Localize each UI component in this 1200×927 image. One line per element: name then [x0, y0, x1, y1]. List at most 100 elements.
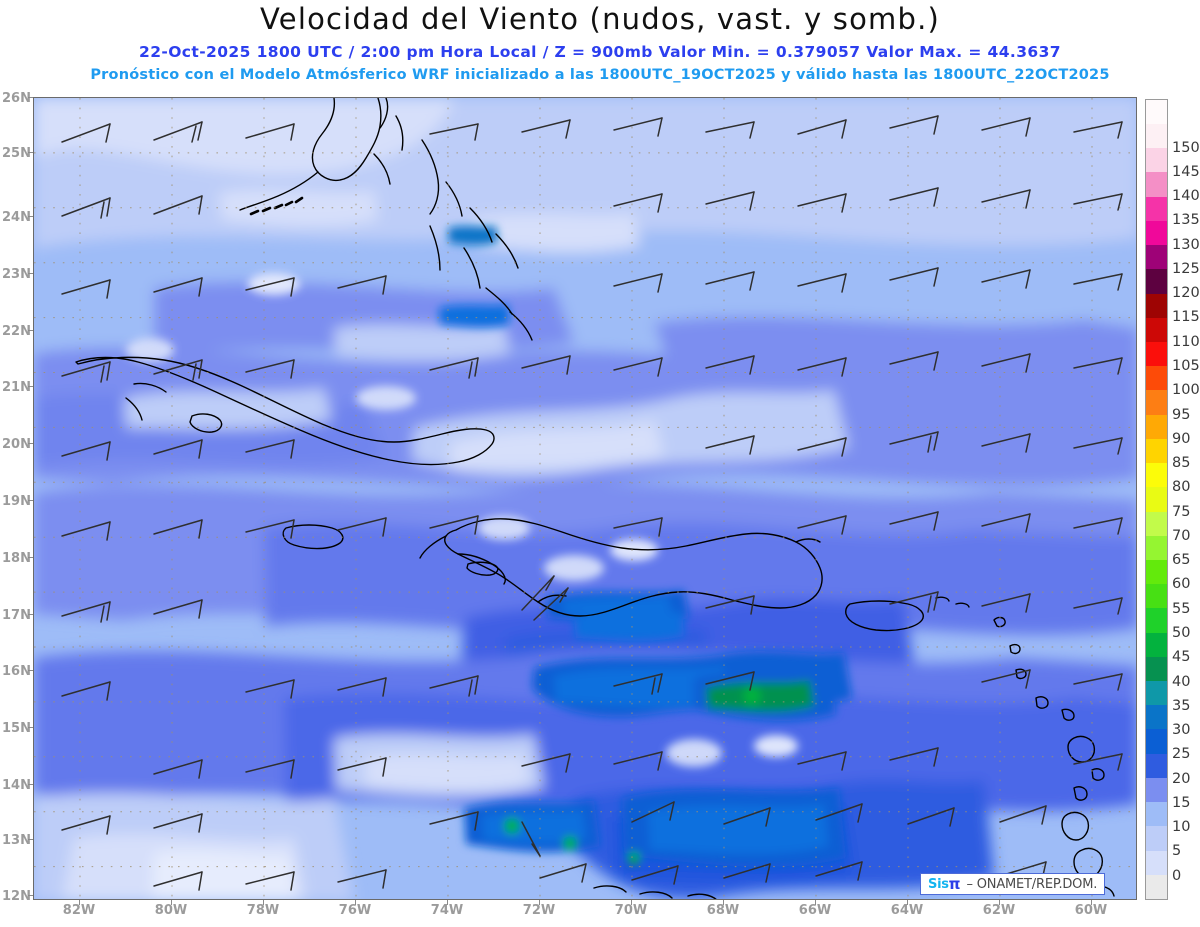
- colorbar-swatch-8: [1146, 681, 1167, 706]
- colorbar-swatch-31: [1146, 124, 1167, 149]
- colorbar-label-40: 40: [1172, 673, 1191, 690]
- subtitle-run-info: 22-Oct-2025 1800 UTC / 2:00 pm Hora Loca…: [139, 43, 1061, 61]
- colorbar-label-145: 145: [1172, 163, 1200, 180]
- sispi-logo-text: Sis: [928, 876, 949, 892]
- axis-label-lon-72w: 72W: [522, 903, 556, 918]
- colorbar-label-115: 115: [1172, 309, 1200, 326]
- axis-label-lon-70w: 70W: [614, 903, 648, 918]
- colorbar-swatch-5: [1146, 753, 1167, 778]
- colorbar-swatch-25: [1146, 269, 1167, 294]
- colorbar-label-10: 10: [1172, 819, 1191, 836]
- colorbar-swatch-4: [1146, 777, 1167, 803]
- axis-label-lat-20n: 20N: [2, 437, 31, 452]
- lon-tick-60w: [1091, 900, 1092, 905]
- colorbar-swatch-20: [1146, 390, 1167, 415]
- colorbar-swatch-22: [1146, 341, 1167, 367]
- axis-label-lat-13n: 13N: [2, 833, 31, 848]
- colorbar-swatch-3: [1146, 802, 1167, 827]
- wind-speed-map: [34, 98, 1136, 899]
- title-block: Velocidad del Viento (nudos, vast. y som…: [0, 0, 1200, 92]
- colorbar-label-105: 105: [1172, 358, 1200, 374]
- lat-tick-22n: [28, 330, 33, 331]
- lon-tick-82w: [79, 900, 80, 905]
- colorbar-label-45: 45: [1172, 649, 1191, 666]
- axis-label-lat-14n: 14N: [2, 778, 31, 793]
- axis-label-lat-26n: 26N: [2, 91, 31, 106]
- axis-label-lon-68w: 68W: [706, 903, 740, 918]
- axis-label-lon-80w: 80W: [154, 903, 188, 918]
- axis-label-lon-62w: 62W: [982, 903, 1016, 918]
- lat-tick-21n: [28, 386, 33, 387]
- pi-symbol-icon: π: [948, 875, 961, 893]
- colorbar-swatch-23: [1146, 317, 1167, 342]
- colorbar-label-20: 20: [1172, 770, 1191, 787]
- colorbar-label-95: 95: [1172, 406, 1191, 423]
- lon-tick-72w: [539, 900, 540, 905]
- colorbar-label-135: 135: [1172, 212, 1200, 229]
- lat-tick-13n: [28, 839, 33, 840]
- lat-tick-14n: [28, 784, 33, 785]
- axis-label-lat-25n: 25N: [2, 146, 31, 161]
- colorbar-swatch-13: [1146, 559, 1167, 585]
- colorbar-label-110: 110: [1172, 333, 1200, 350]
- colorbar-swatch-14: [1146, 535, 1167, 560]
- colorbar-label-100: 100: [1172, 382, 1200, 399]
- colorbar-swatch-30: [1146, 148, 1167, 173]
- colorbar-label-65: 65: [1172, 552, 1191, 569]
- axis-label-lon-78w: 78W: [246, 903, 280, 918]
- lon-tick-74w: [447, 900, 448, 905]
- colorbar-label-15: 15: [1172, 794, 1191, 811]
- colorbar-label-5: 5: [1172, 843, 1182, 860]
- org-label: – ONAMET/REP.DOM.: [966, 876, 1098, 892]
- wind-barb-layer: [61, 115, 1123, 891]
- lon-tick-78w: [263, 900, 264, 905]
- lat-tick-15n: [28, 727, 33, 728]
- lat-tick-12n: [28, 895, 33, 896]
- axis-label-lat-15n: 15N: [2, 721, 31, 736]
- lat-tick-26n: [28, 97, 33, 98]
- lat-tick-18n: [28, 557, 33, 558]
- colorbar-swatch-15: [1146, 511, 1167, 536]
- axis-label-lat-23n: 23N: [2, 267, 31, 282]
- lat-tick-17n: [28, 614, 33, 615]
- colorbar-swatch-1: [1146, 850, 1167, 875]
- page-title: Velocidad del Viento (nudos, vast. y som…: [259, 2, 940, 36]
- map-plot-area[interactable]: [33, 97, 1137, 900]
- colorbar-label-25: 25: [1172, 746, 1191, 763]
- lon-tick-68w: [723, 900, 724, 905]
- colorbar-label-80: 80: [1172, 479, 1191, 496]
- colorbar-label-150: 150: [1172, 139, 1200, 156]
- colorbar-label-50: 50: [1172, 625, 1191, 641]
- axis-label-lon-76w: 76W: [338, 903, 372, 918]
- colorbar-label-55: 55: [1172, 600, 1191, 617]
- colorbar-label-35: 35: [1172, 697, 1191, 714]
- lat-tick-19n: [28, 500, 33, 501]
- colorbar-swatch-28: [1146, 196, 1167, 221]
- subtitle-model-info: Pronóstico con el Modelo Atmósferico WRF…: [90, 67, 1110, 83]
- colorbar-label-85: 85: [1172, 455, 1191, 472]
- axis-label-lat-17n: 17N: [2, 608, 31, 623]
- colorbar-label-120: 120: [1172, 285, 1200, 302]
- lat-tick-16n: [28, 670, 33, 671]
- colorbar-swatch-21: [1146, 366, 1167, 391]
- lat-tick-20n: [28, 443, 33, 444]
- colorbar-swatch-0: [1146, 874, 1167, 899]
- colorbar-label-90: 90: [1172, 430, 1191, 447]
- colorbar-swatch-11: [1146, 608, 1167, 633]
- lon-tick-64w: [907, 900, 908, 905]
- lon-tick-76w: [355, 900, 356, 905]
- lon-tick-62w: [999, 900, 1000, 905]
- colorbar-swatch-29: [1146, 172, 1167, 197]
- lat-tick-25n: [28, 152, 33, 153]
- colorbar-label-30: 30: [1172, 722, 1191, 739]
- axis-label-lon-64w: 64W: [890, 903, 924, 918]
- axis-label-lat-19n: 19N: [2, 494, 31, 509]
- lat-tick-23n: [28, 273, 33, 274]
- axis-label-lon-82w: 82W: [62, 903, 96, 918]
- colorbar-legend[interactable]: [1145, 99, 1168, 900]
- axis-label-lat-24n: 24N: [2, 210, 31, 225]
- colorbar-swatch-7: [1146, 705, 1167, 730]
- colorbar-swatch-18: [1146, 438, 1167, 464]
- colorbar-label-60: 60: [1172, 576, 1191, 593]
- colorbar-swatch-26: [1146, 245, 1167, 270]
